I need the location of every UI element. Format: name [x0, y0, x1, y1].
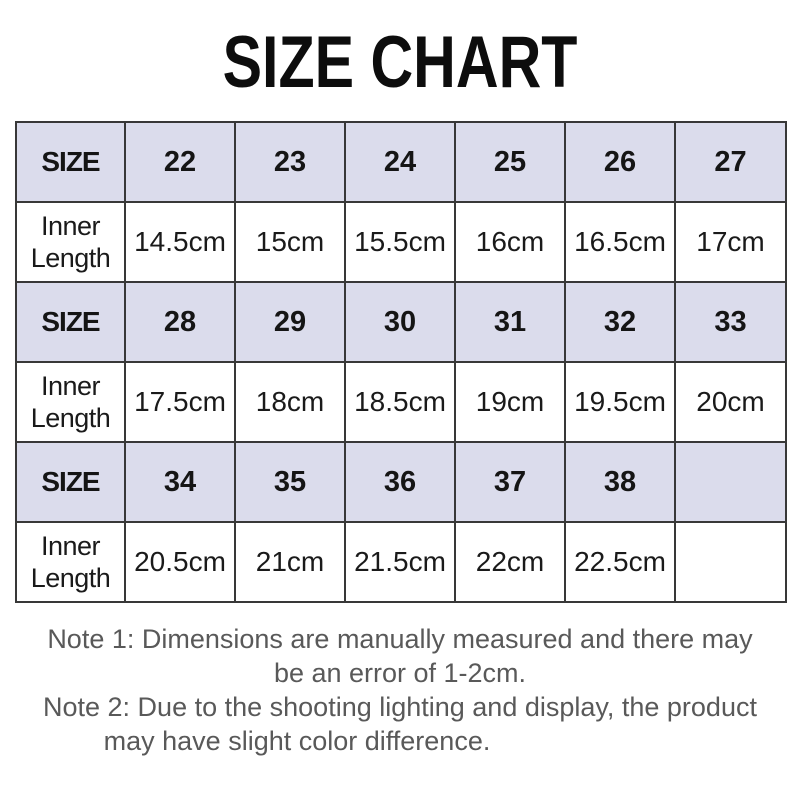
inner-length-value-cell: 21.5cm [344, 521, 456, 603]
inner-length-row-1: Inner Length 14.5cm 15cm 15.5cm 16cm 16.… [15, 201, 787, 283]
inner-length-value-cell: 20.5cm [124, 521, 236, 603]
size-value-cell-empty [674, 441, 787, 523]
size-value-cell: 34 [124, 441, 236, 523]
inner-length-value-cell-empty [674, 521, 787, 603]
size-value-cell: 33 [674, 281, 787, 363]
inner-length-value-cell: 21cm [234, 521, 346, 603]
size-value-cell: 27 [674, 121, 787, 203]
size-value-cell: 31 [454, 281, 566, 363]
inner-length-value-cell: 22cm [454, 521, 566, 603]
size-value-cell: 24 [344, 121, 456, 203]
inner-length-row-2: Inner Length 17.5cm 18cm 18.5cm 19cm 19.… [15, 361, 787, 443]
inner-length-value-cell: 16.5cm [564, 201, 676, 283]
inner-length-value-cell: 14.5cm [124, 201, 236, 283]
size-value-cell: 36 [344, 441, 456, 523]
note2-line2: may have slight color difference. [103, 726, 491, 756]
inner-length-row-3: Inner Length 20.5cm 21cm 21.5cm 22cm 22.… [15, 521, 787, 603]
size-value-cell: 23 [234, 121, 346, 203]
size-chart-table: SIZE 22 23 24 25 26 27 Inner Length 14.5… [15, 121, 787, 603]
inner-length-value-cell: 20cm [674, 361, 787, 443]
page-title-text: SIZE CHART [222, 22, 578, 103]
size-value-cell: 28 [124, 281, 236, 363]
page-title: SIZE CHART [0, 26, 800, 99]
size-value-cell: 25 [454, 121, 566, 203]
size-label-cell: SIZE [15, 121, 126, 203]
size-label-cell: SIZE [15, 441, 126, 523]
size-value-cell: 38 [564, 441, 676, 523]
notes-block: Note 1: Dimensions are manually measured… [0, 622, 800, 758]
size-value-cell: 37 [454, 441, 566, 523]
inner-length-label-cell: Inner Length [15, 361, 126, 443]
inner-length-value-cell: 15cm [234, 201, 346, 283]
inner-length-value-cell: 18.5cm [344, 361, 456, 443]
inner-length-label-cell: Inner Length [15, 201, 126, 283]
note1-line1: Note 1: Dimensions are manually measured… [47, 624, 753, 654]
inner-length-value-cell: 15.5cm [344, 201, 456, 283]
size-label-cell: SIZE [15, 281, 126, 363]
size-value-cell: 26 [564, 121, 676, 203]
size-value-cell: 22 [124, 121, 236, 203]
note1-line2: be an error of 1-2cm. [273, 658, 527, 688]
inner-length-value-cell: 18cm [234, 361, 346, 443]
inner-length-value-cell: 19cm [454, 361, 566, 443]
inner-length-value-cell: 16cm [454, 201, 566, 283]
size-value-cell: 32 [564, 281, 676, 363]
size-row-1: SIZE 22 23 24 25 26 27 [15, 121, 787, 203]
inner-length-value-cell: 17.5cm [124, 361, 236, 443]
size-row-3: SIZE 34 35 36 37 38 [15, 441, 787, 523]
inner-length-value-cell: 22.5cm [564, 521, 676, 603]
inner-length-value-cell: 19.5cm [564, 361, 676, 443]
size-value-cell: 35 [234, 441, 346, 523]
note2-line1: Note 2: Due to the shooting lighting and… [43, 692, 757, 722]
inner-length-value-cell: 17cm [674, 201, 787, 283]
size-value-cell: 29 [234, 281, 346, 363]
size-row-2: SIZE 28 29 30 31 32 33 [15, 281, 787, 363]
inner-length-label-cell: Inner Length [15, 521, 126, 603]
size-value-cell: 30 [344, 281, 456, 363]
